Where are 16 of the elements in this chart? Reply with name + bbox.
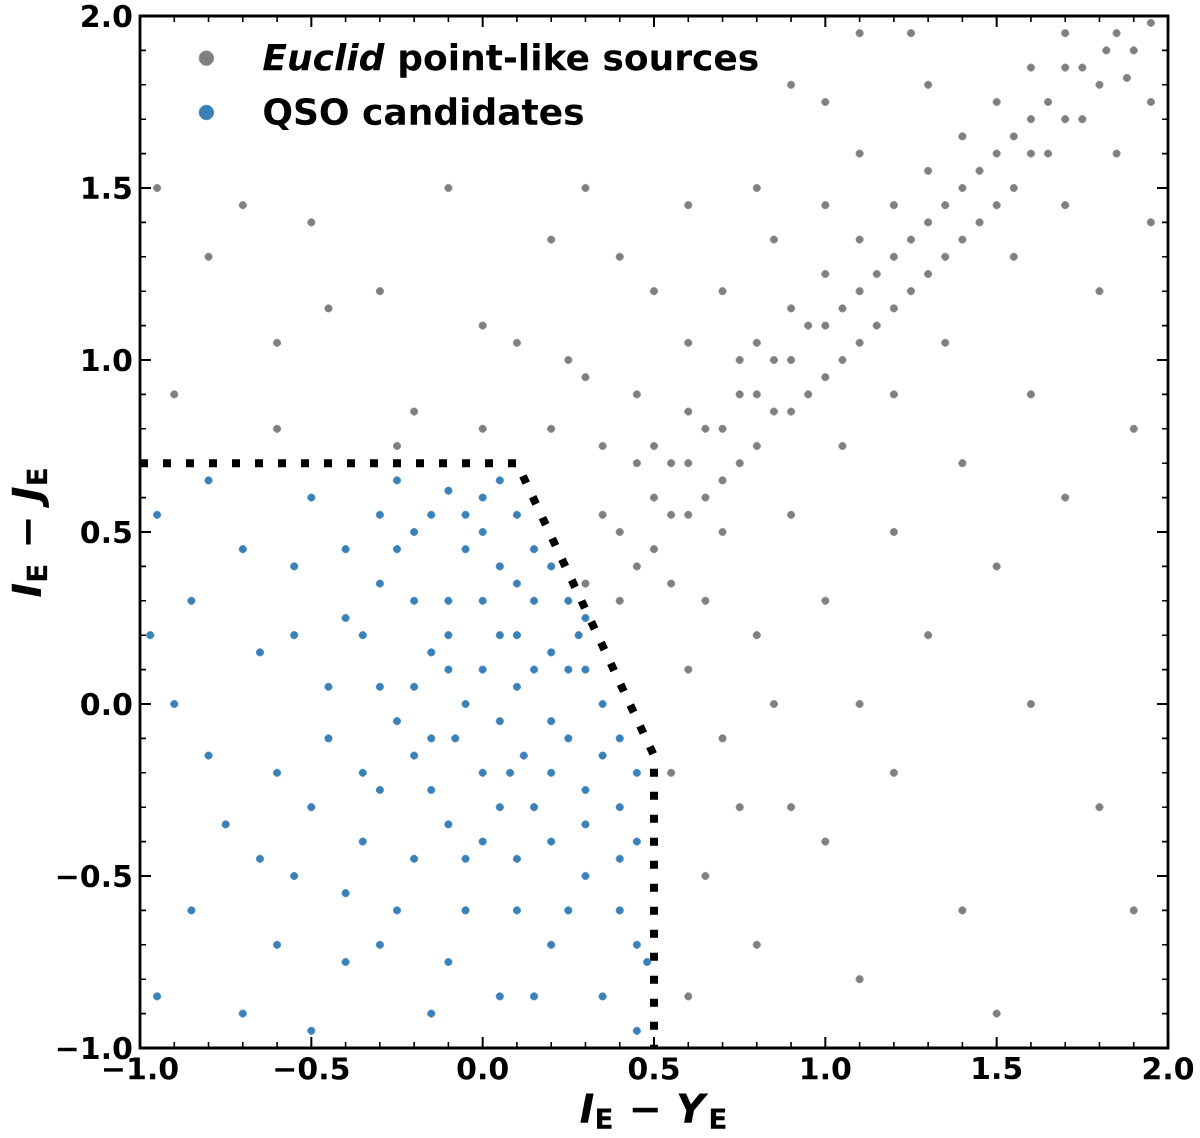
y-axis-title: I$_{E}$ − J$_{E}$ (11, 469, 49, 597)
x-tick-label: 1.0 (802, 1057, 851, 1080)
x-tick-label: 2.0 (1143, 1057, 1194, 1080)
x-axis-title: I$_{E}$ − Y$_{E}$ (580, 1093, 726, 1129)
x-tick-label: 0.0 (457, 1057, 508, 1080)
x-tick-label: 0.5 (628, 1057, 679, 1080)
legend-label: QSO candidates (264, 97, 583, 130)
legend-label: Euclid point-like sources (263, 42, 758, 78)
y-tick-label: 1.5 (83, 176, 131, 200)
x-tick-label: −0.5 (275, 1057, 349, 1080)
y-tick-label: 0.0 (81, 692, 132, 716)
y-tick-label: 1.0 (83, 348, 132, 372)
y-tick-label: 0.5 (81, 520, 131, 544)
y-tick-label: 2.0 (82, 4, 132, 28)
y-tick-label: −0.5 (57, 864, 131, 888)
x-tick-label: 1.5 (973, 1057, 1022, 1080)
